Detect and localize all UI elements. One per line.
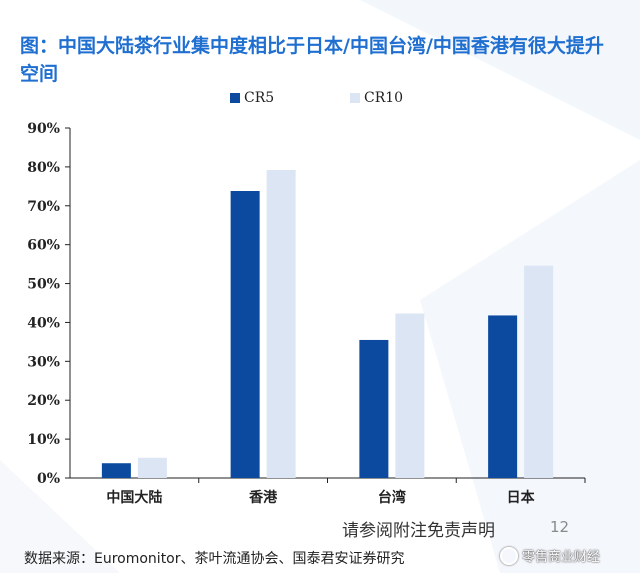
y-tick-label: 70% [27,199,60,215]
x-tick-label: 台湾 [378,489,406,506]
y-tick-label: 0% [37,471,60,487]
bar-cr10 [524,265,554,478]
y-tick-label: 50% [27,277,60,293]
bar-cr10 [266,170,296,478]
chart-title: 图：中国大陆茶行业集中度相比于日本/中国台湾/中国香港有很大提升空间 [20,35,604,85]
bar-cr5 [230,191,260,478]
bar-cr5 [488,315,518,478]
y-tick-label: 60% [27,238,60,254]
x-tick-label: 香港 [248,489,278,506]
legend-label-cr5: CR5 [244,90,274,106]
bar-chart: 0% 10% 20% 30% 40% 50% 60% 70% 80% 90% 中国大陆 香港 台湾 日本 C… [27,90,586,506]
page-number: 12 [550,518,570,536]
y-tick-label: 20% [27,393,60,409]
legend-swatch-cr5 [230,93,240,103]
bar-cr10 [395,313,425,478]
x-tick-label: 日本 [507,489,536,506]
y-tick-label: 10% [27,432,60,448]
y-tick-label: 40% [27,315,60,331]
bar-cr10 [137,457,167,478]
bar-cr5 [359,339,389,478]
y-tick-label: 80% [27,160,60,176]
bar-cr5 [101,463,131,478]
watermark: 零售商业财经 [500,546,600,565]
y-tick-label: 30% [27,354,60,370]
y-tick-label: 90% [27,121,60,137]
watermark-text: 零售商业财经 [522,550,601,565]
watermark-logo-icon [500,546,518,565]
legend-label-cr10: CR10 [364,90,403,106]
source-note: 数据来源：Euromonitor、茶叶流通协会、国泰君安证券研究 [24,551,405,567]
disclaimer-text: 请参阅附注免责声明 [342,521,495,541]
x-tick-label: 中国大陆 [106,489,162,506]
legend-swatch-cr10 [350,93,360,103]
